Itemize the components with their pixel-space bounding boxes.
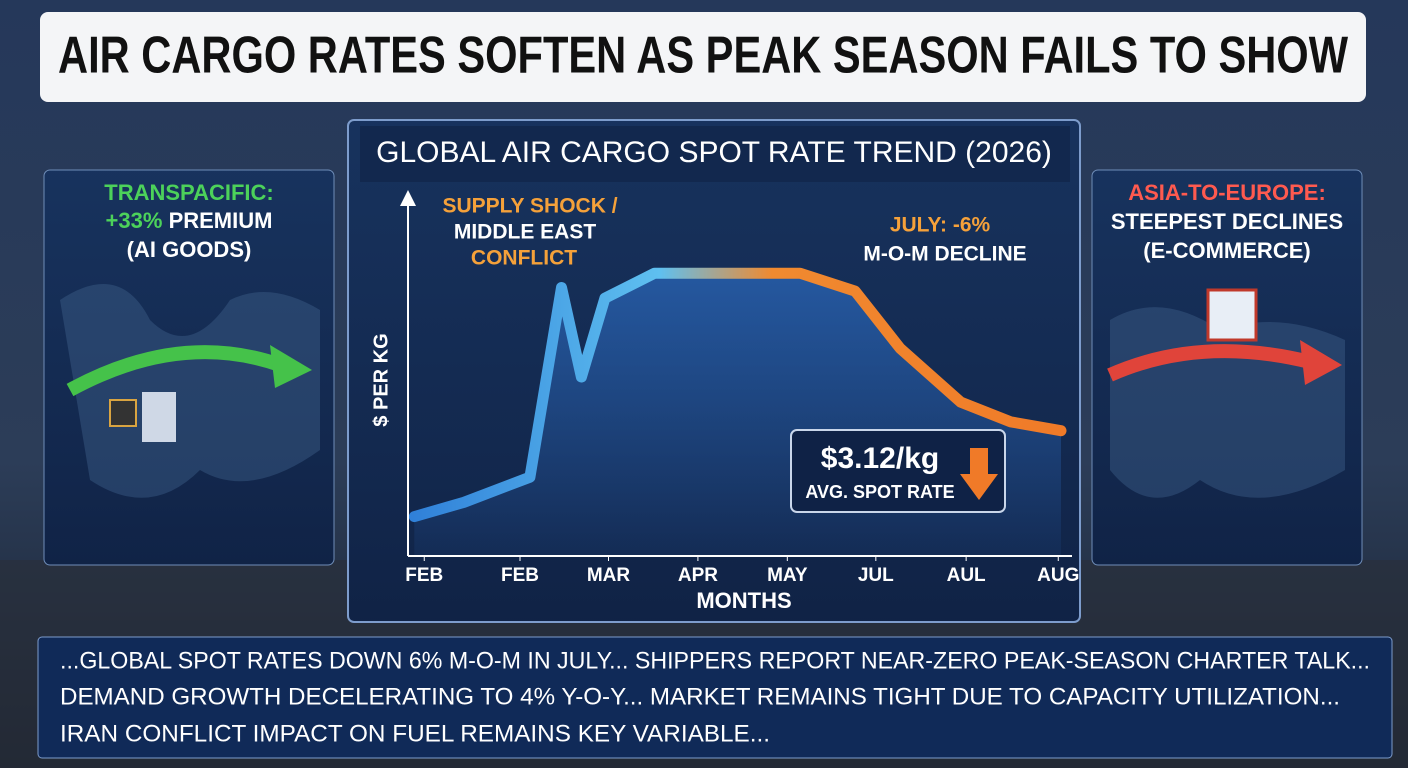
down-arrow	[960, 448, 998, 500]
x-tick-label: AUL	[947, 565, 986, 586]
server-icon	[142, 392, 176, 442]
title-box	[40, 12, 1366, 102]
green-arrowhead	[270, 345, 312, 388]
panel-heading: TRANSPACIFIC:	[104, 180, 273, 205]
x-tick-label: JUL	[858, 565, 894, 586]
x-tick-label: AUG	[1037, 565, 1079, 586]
x-tick-label: MAR	[587, 565, 631, 586]
panel-note: (AI GOODS)	[127, 237, 252, 262]
x-tick-label: FEB	[501, 565, 539, 586]
left-panel	[43, 169, 335, 566]
red-arrowhead	[1300, 340, 1342, 385]
annotation: MIDDLE EAST	[454, 221, 597, 244]
right-panel	[1091, 169, 1363, 566]
green-arrow	[66, 345, 283, 397]
x-axis-label: MONTHS	[696, 588, 791, 613]
page-title: AIR CARGO RATES SOFTEN AS PEAK SEASON FA…	[58, 27, 1349, 85]
panel-heading: ASIA-TO-EUROPE:	[1128, 180, 1326, 205]
x-tick-label: APR	[678, 565, 718, 586]
line	[408, 267, 1067, 523]
panel-note: (E-COMMERCE)	[1143, 238, 1310, 263]
annotation: JULY: -6%	[890, 214, 991, 237]
panel-text: PREMIUM	[169, 208, 273, 233]
callout-value: $3.12/kg	[821, 442, 939, 475]
shop-icon	[1206, 288, 1258, 342]
annotation: SUPPLY SHOCK /	[442, 195, 617, 218]
red-arrow	[1107, 344, 1312, 382]
ticker-line: ...GLOBAL SPOT RATES DOWN 6% M-O-M IN JU…	[60, 647, 1370, 674]
ticker-line: DEMAND GROWTH DECELERATING TO 4% Y-O-Y..…	[60, 683, 1340, 710]
annotation: M-O-M DECLINE	[863, 243, 1026, 266]
annotation: CONFLICT	[471, 247, 577, 270]
callout-box	[790, 429, 1006, 513]
x-tick-label: MAY	[767, 565, 808, 586]
chip-icon	[109, 399, 137, 427]
highlight: +33%	[106, 208, 163, 233]
y-axis-label: $ PER KG	[370, 333, 392, 426]
callout-label: AVG. SPOT RATE	[805, 482, 954, 502]
ticker-box	[37, 636, 1393, 759]
ticker-line: IRAN CONFLICT IMPACT ON FUEL REMAINS KEY…	[60, 720, 770, 747]
map-shape	[60, 284, 320, 498]
x-tick-label: FEB	[405, 565, 443, 586]
chart-title-bar	[360, 126, 1070, 182]
chart-title: GLOBAL AIR CARGO SPOT RATE TREND (2026)	[376, 136, 1052, 169]
panel-line: +33% PREMIUM	[106, 208, 273, 233]
panel-line: STEEPEST DECLINES	[1111, 209, 1343, 234]
